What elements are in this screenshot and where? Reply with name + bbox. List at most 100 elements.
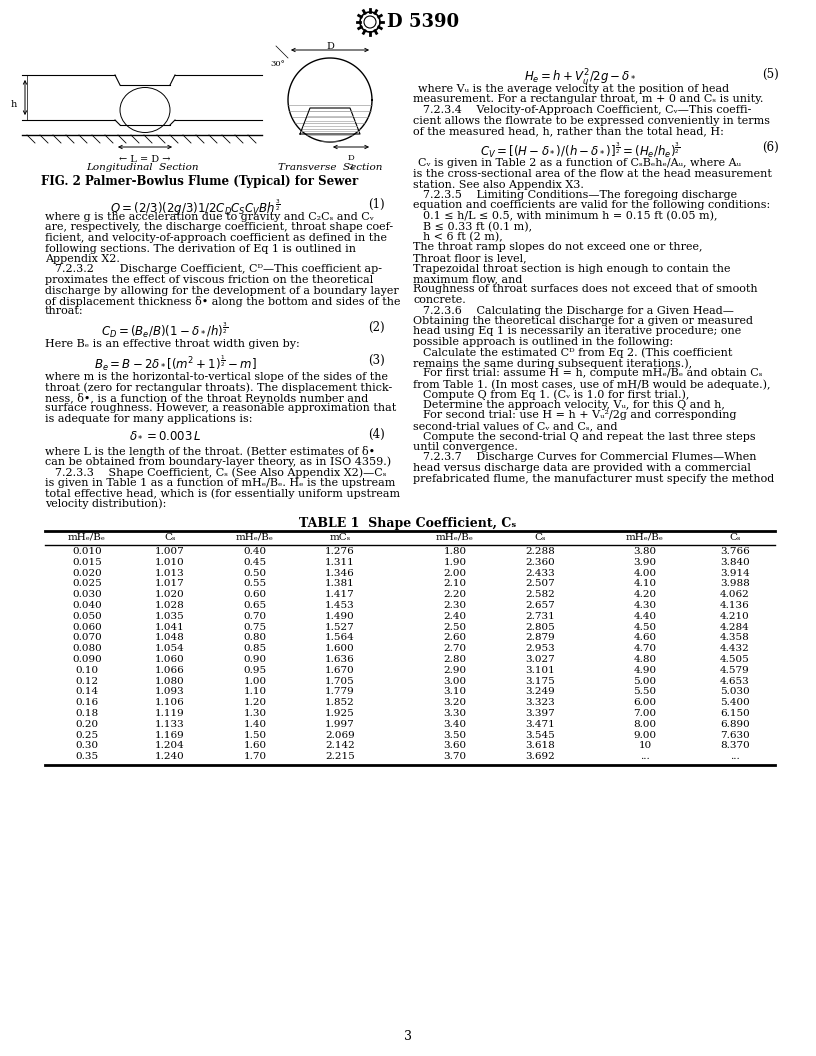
- Text: 0.50: 0.50: [243, 568, 267, 578]
- Text: mHₑ/Bₑ: mHₑ/Bₑ: [236, 533, 274, 542]
- Text: where g is the acceleration due to gravity and C₂Cₛ and Cᵥ: where g is the acceleration due to gravi…: [45, 212, 374, 222]
- Text: 30°: 30°: [270, 60, 285, 68]
- Text: 0.090: 0.090: [72, 655, 102, 664]
- Text: Longitudinal  Section: Longitudinal Section: [86, 163, 198, 172]
- Text: 1.20: 1.20: [243, 698, 267, 708]
- Text: 1.70: 1.70: [243, 752, 267, 761]
- Text: 2.215: 2.215: [325, 752, 355, 761]
- Text: 3.471: 3.471: [526, 720, 555, 729]
- Text: discharge by allowing for the development of a boundary layer: discharge by allowing for the developmen…: [45, 285, 399, 296]
- Text: (3): (3): [368, 354, 385, 366]
- Text: 1.060: 1.060: [155, 655, 185, 664]
- Text: 1.00: 1.00: [243, 677, 267, 685]
- Text: For second trial: use H = h + Vᵤ²/2g and corresponding: For second trial: use H = h + Vᵤ²/2g and…: [423, 411, 737, 420]
- Text: 0.40: 0.40: [243, 547, 267, 557]
- Text: 0.14: 0.14: [75, 687, 99, 696]
- Text: ness, δ•, is a function of the throat Reynolds number and: ness, δ•, is a function of the throat Re…: [45, 393, 368, 403]
- Text: 2.657: 2.657: [526, 601, 555, 610]
- Text: 4.284: 4.284: [721, 623, 750, 631]
- Text: 1.066: 1.066: [155, 665, 185, 675]
- Text: 8.00: 8.00: [633, 720, 657, 729]
- Text: 4.50: 4.50: [633, 623, 657, 631]
- Text: 0.080: 0.080: [72, 644, 102, 654]
- Text: 0.45: 0.45: [243, 558, 267, 567]
- Text: 0.040: 0.040: [72, 601, 102, 610]
- Text: 4.062: 4.062: [721, 590, 750, 599]
- Text: until convergence.: until convergence.: [413, 442, 518, 452]
- Text: 4.70: 4.70: [633, 644, 657, 654]
- Text: 2.20: 2.20: [443, 590, 467, 599]
- Text: 2.60: 2.60: [443, 634, 467, 642]
- Text: are, respectively, the discharge coefficient, throat shape coef-: are, respectively, the discharge coeffic…: [45, 223, 393, 232]
- Text: 8.370: 8.370: [721, 741, 750, 751]
- Text: 2.80: 2.80: [443, 655, 467, 664]
- Text: remains the same during subsequent iterations.),: remains the same during subsequent itera…: [413, 358, 692, 369]
- Text: mHₑ/Bₑ: mHₑ/Bₑ: [626, 533, 664, 542]
- Text: 3.840: 3.840: [721, 558, 750, 567]
- Text: 1.276: 1.276: [325, 547, 355, 557]
- Text: 2.10: 2.10: [443, 580, 467, 588]
- Text: 3.60: 3.60: [443, 741, 467, 751]
- Text: 7.2.3.4  Velocity-of-Approach Coefficient, Cᵥ—This coeffi-: 7.2.3.4 Velocity-of-Approach Coefficient…: [423, 105, 752, 115]
- Text: 1.381: 1.381: [325, 580, 355, 588]
- Text: mCₛ: mCₛ: [330, 533, 351, 542]
- Text: 10: 10: [638, 741, 652, 751]
- Text: 1.035: 1.035: [155, 611, 185, 621]
- Text: 0.010: 0.010: [72, 547, 102, 557]
- Text: 1.30: 1.30: [243, 709, 267, 718]
- Text: 4.60: 4.60: [633, 634, 657, 642]
- Text: 4.653: 4.653: [721, 677, 750, 685]
- Text: Cₛ: Cₛ: [164, 533, 175, 542]
- Text: 1.490: 1.490: [325, 611, 355, 621]
- Text: 3.70: 3.70: [443, 752, 467, 761]
- Text: 2.582: 2.582: [526, 590, 555, 599]
- Text: 1.311: 1.311: [325, 558, 355, 567]
- Text: 3.397: 3.397: [526, 709, 555, 718]
- Text: 6.00: 6.00: [633, 698, 657, 708]
- Text: second-trial values of Cᵥ and Cₛ, and: second-trial values of Cᵥ and Cₛ, and: [413, 421, 618, 431]
- Text: 6.150: 6.150: [721, 709, 750, 718]
- Text: maximum flow, and: maximum flow, and: [413, 274, 522, 284]
- Text: 0.30: 0.30: [75, 741, 99, 751]
- Text: 1.453: 1.453: [325, 601, 355, 610]
- Text: 4.80: 4.80: [633, 655, 657, 664]
- Text: (6): (6): [762, 140, 778, 153]
- Text: (1): (1): [368, 199, 384, 211]
- Text: 7.630: 7.630: [721, 731, 750, 739]
- Text: velocity distribution):: velocity distribution):: [45, 498, 166, 509]
- Text: 1.080: 1.080: [155, 677, 185, 685]
- Text: throat:: throat:: [45, 306, 83, 317]
- Text: 0.030: 0.030: [72, 590, 102, 599]
- Text: 2.70: 2.70: [443, 644, 467, 654]
- Text: 4.358: 4.358: [721, 634, 750, 642]
- Text: possible approach is outlined in the following:: possible approach is outlined in the fol…: [413, 337, 673, 347]
- Text: 2.731: 2.731: [526, 611, 555, 621]
- Text: 1.779: 1.779: [325, 687, 355, 696]
- Text: 1.705: 1.705: [325, 677, 355, 685]
- Text: 1.010: 1.010: [155, 558, 185, 567]
- Text: $B_e = B - 2\delta_*[(m^2+1)^{\frac{1}{2}} - m]$: $B_e = B - 2\delta_*[(m^2+1)^{\frac{1}{2…: [94, 354, 256, 373]
- Text: 2.433: 2.433: [526, 568, 555, 578]
- Text: mHₑ/Bₑ: mHₑ/Bₑ: [436, 533, 474, 542]
- Text: 3.50: 3.50: [443, 731, 467, 739]
- Text: Throat floor is level,: Throat floor is level,: [413, 253, 526, 263]
- Text: 2.142: 2.142: [325, 741, 355, 751]
- Text: 1.80: 1.80: [443, 547, 467, 557]
- Text: can be obtained from boundary-layer theory, as in ISO 4359.): can be obtained from boundary-layer theo…: [45, 456, 391, 467]
- Text: 0.16: 0.16: [75, 698, 99, 708]
- Text: from Table 1. (In most cases, use of mH/B would be adequate.),: from Table 1. (In most cases, use of mH/…: [413, 379, 770, 390]
- Text: $C_D = (B_e/B)(1 - \delta_*/h)^{\frac{3}{2}}$: $C_D = (B_e/B)(1 - \delta_*/h)^{\frac{3}…: [101, 321, 228, 340]
- Text: where m is the horizontal-to-vertical slope of the sides of the: where m is the horizontal-to-vertical sl…: [45, 372, 388, 381]
- Text: 7.2.3.5  Limiting Conditions—The foregoing discharge: 7.2.3.5 Limiting Conditions—The foregoin…: [423, 190, 737, 200]
- Text: 1.852: 1.852: [325, 698, 355, 708]
- Text: 4.432: 4.432: [721, 644, 750, 654]
- Text: $Q = (2/3)(2g/3)1/2C_DC_SC_VBh^{\frac{3}{2}}$: $Q = (2/3)(2g/3)1/2C_DC_SC_VBh^{\frac{3}…: [109, 199, 281, 219]
- Text: proximates the effect of viscous friction on the theoretical: proximates the effect of viscous frictio…: [45, 275, 373, 285]
- Text: 1.007: 1.007: [155, 547, 185, 557]
- Text: surface roughness. However, a reasonable approximation that: surface roughness. However, a reasonable…: [45, 403, 397, 413]
- Text: 1.40: 1.40: [243, 720, 267, 729]
- Text: 0.015: 0.015: [72, 558, 102, 567]
- Text: 4.10: 4.10: [633, 580, 657, 588]
- Text: $\delta_* = 0.003\,L$: $\delta_* = 0.003\,L$: [129, 428, 202, 441]
- Text: 7.00: 7.00: [633, 709, 657, 718]
